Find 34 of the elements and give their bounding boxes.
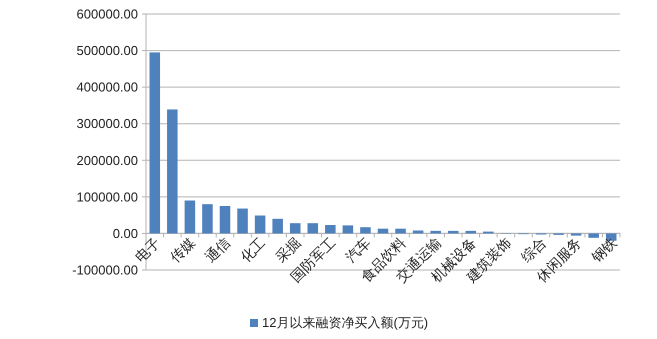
bar: [448, 230, 458, 234]
x-tick-label: 通信: [202, 234, 234, 266]
bar: [237, 208, 248, 234]
bar: [184, 200, 196, 234]
y-tick-label: 200000.00: [76, 152, 138, 168]
bar: [395, 228, 406, 234]
x-tick-label: 传媒: [166, 234, 198, 266]
bar: [588, 233, 599, 238]
legend-label: 12月以来融资净买入额(万元): [262, 315, 428, 330]
bar: [430, 230, 441, 234]
bar: [272, 218, 283, 234]
y-tick-label: 400000.00: [76, 80, 138, 95]
bar: [167, 109, 178, 234]
bar: [325, 225, 336, 234]
x-tick-label: 钢铁: [588, 234, 620, 266]
y-tick-label: -100000.00: [72, 262, 138, 278]
bar: [290, 223, 300, 234]
bar: [308, 223, 318, 234]
y-tick-label: 0.00: [112, 226, 138, 241]
y-tick-label: 600000.00: [76, 6, 138, 22]
bar: [342, 225, 354, 234]
y-tick-label: 300000.00: [76, 116, 138, 132]
bar: [378, 228, 388, 234]
y-tick-label: 100000.00: [76, 189, 138, 204]
bar: [220, 206, 230, 234]
x-tick-label: 化工: [237, 234, 268, 266]
bar: [202, 204, 213, 234]
bar: [570, 233, 582, 236]
bar: [150, 52, 160, 234]
bar: [254, 216, 266, 234]
y-tick-label: 500000.00: [76, 43, 138, 58]
bar: [360, 227, 371, 234]
bar: [412, 230, 424, 234]
bar: [466, 230, 476, 234]
